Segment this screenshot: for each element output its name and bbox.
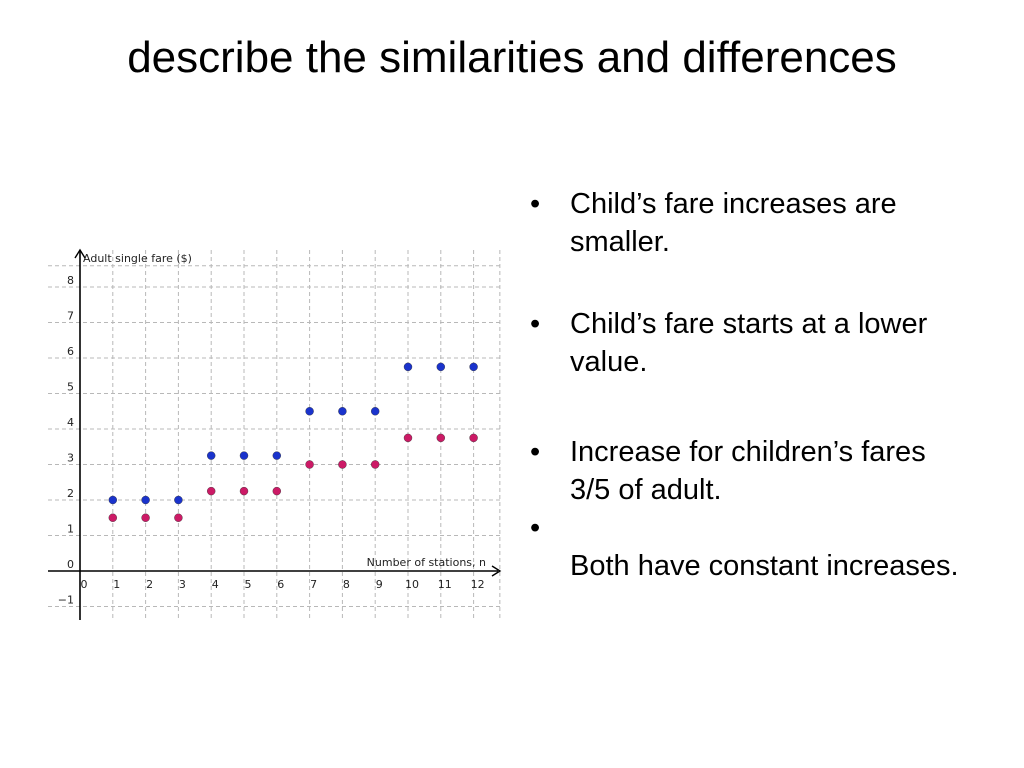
x-tick-label: 5 <box>245 578 252 591</box>
y-tick-label: 8 <box>67 274 74 287</box>
x-tick-label: 3 <box>179 578 186 591</box>
y-tick-label: 5 <box>67 381 74 394</box>
y-axis-label: Adult single fare ($) <box>83 252 192 265</box>
data-point-child <box>239 486 249 496</box>
data-point-adult <box>141 495 150 505</box>
data-point-adult <box>338 407 347 416</box>
data-point-adult <box>436 362 445 372</box>
data-point-child <box>108 513 118 522</box>
data-point-adult <box>174 495 183 505</box>
x-tick-label: 4 <box>212 578 219 591</box>
bullet-item: • Increase for children’s fares 3/5 of a… <box>530 433 970 509</box>
bullet-dot-icon: • <box>530 512 541 544</box>
bullet-text: Both have constant increases. <box>570 550 959 582</box>
y-tick-label: 3 <box>67 452 74 465</box>
data-point-child <box>436 433 445 443</box>
x-tick-label: 6 <box>277 578 284 591</box>
data-point-adult <box>469 362 478 372</box>
y-tick-label: 2 <box>67 487 74 500</box>
bullet-item: • Child’s fare increases are smaller. <box>530 185 970 261</box>
x-tick-label: 11 <box>438 578 452 591</box>
slide-title: describe the similarities and difference… <box>127 33 897 82</box>
x-tick-label: 0 <box>81 578 88 591</box>
x-axis-arrow-icon <box>491 565 502 577</box>
data-point-adult <box>305 407 314 416</box>
bullet-item: • Both have constant increases. <box>530 509 970 585</box>
y-tick-label: 1 <box>67 523 74 536</box>
data-point-child <box>338 460 347 469</box>
bullet-dot-icon: • <box>530 308 541 340</box>
data-point-adult <box>403 362 413 372</box>
x-tick-label: 1 <box>113 578 120 591</box>
x-axis-label: Number of stations, n <box>367 556 486 569</box>
data-point-child <box>469 433 478 443</box>
y-tick-label: 4 <box>67 416 74 429</box>
data-point-child <box>305 460 314 469</box>
x-tick-label: 2 <box>146 578 153 591</box>
bullet-list: • Child’s fare increases are smaller. • … <box>530 185 970 585</box>
x-tick-label: 9 <box>376 578 383 591</box>
data-point-adult <box>108 495 118 505</box>
data-point-adult <box>206 451 216 460</box>
data-point-child <box>174 513 183 522</box>
bullet-dot-icon: • <box>530 436 541 468</box>
x-tick-label: 8 <box>343 578 350 591</box>
bullet-dot-icon: • <box>530 188 541 220</box>
data-point-child <box>371 460 380 469</box>
fare-chart: 0 1 2 3 4 5 6 7 8 9 10 11 12 −1 0 1 2 3 4 5 6 7 8 Adult single … <box>38 240 508 625</box>
x-tick-label: 12 <box>471 578 485 591</box>
data-point-adult <box>239 451 249 460</box>
y-tick-label: −1 <box>58 594 74 607</box>
data-point-adult <box>371 407 380 416</box>
bullet-item: • Child’s fare starts at a lower value. <box>530 305 970 381</box>
x-tick-label: 7 <box>310 578 317 591</box>
data-point-child <box>206 486 216 496</box>
bullet-text: Child’s fare starts at a lower value. <box>570 308 928 378</box>
y-tick-label: 7 <box>67 310 74 323</box>
x-tick-label: 10 <box>405 578 419 591</box>
y-axis-arrow-icon <box>74 248 86 259</box>
data-point-child <box>141 513 150 522</box>
data-point-child <box>272 486 282 496</box>
data-point-child <box>403 433 413 443</box>
y-tick-label: 0 <box>67 558 74 571</box>
bullet-text: Increase for children’s fares 3/5 of adu… <box>570 436 926 506</box>
bullet-text: Child’s fare increases are smaller. <box>570 188 897 258</box>
y-tick-label: 6 <box>67 345 74 358</box>
data-point-adult <box>272 451 282 460</box>
